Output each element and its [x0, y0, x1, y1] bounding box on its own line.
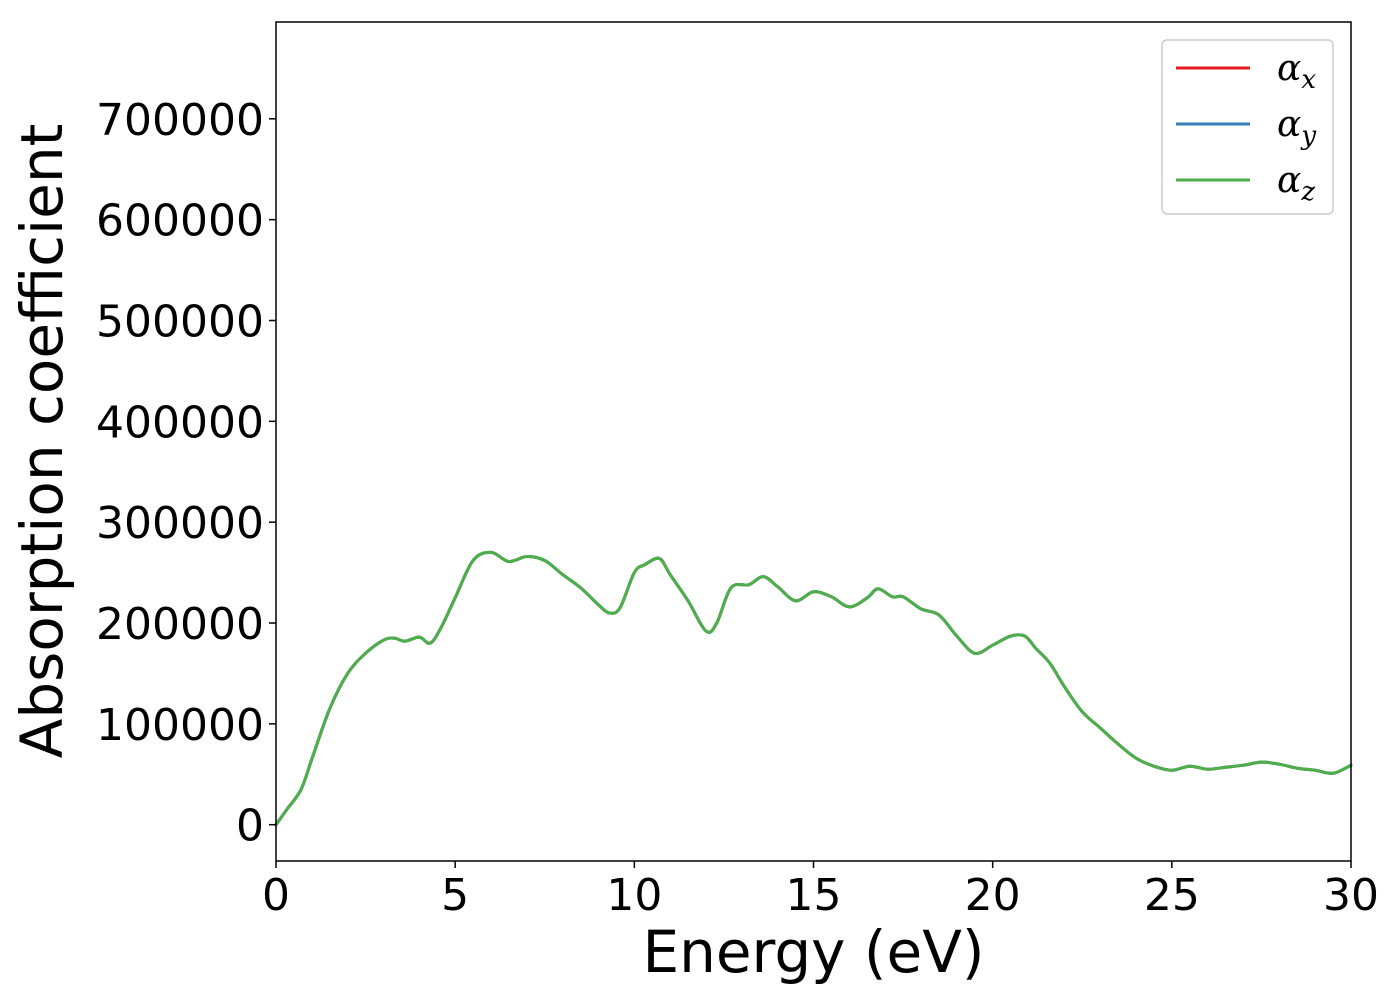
legend-label-x: αx	[1277, 48, 1316, 95]
legend-symbol: α	[1277, 48, 1301, 89]
y-tick-label: 300000	[96, 498, 264, 549]
y-tick-label: 100000	[96, 700, 264, 751]
x-tick-label: 10	[606, 870, 662, 921]
legend-label-y: αy	[1277, 104, 1316, 151]
x-tick-label: 20	[965, 870, 1021, 921]
legend-symbol: α	[1277, 160, 1301, 201]
legend-subscript: x	[1301, 65, 1316, 95]
series-line-z	[274, 550, 1353, 827]
x-axis-label: Energy (eV)	[642, 918, 984, 986]
legend-label-z: αz	[1277, 160, 1315, 207]
x-tick-label: 25	[1144, 870, 1200, 921]
x-tick-label: 15	[786, 870, 842, 921]
legend-symbol: α	[1277, 104, 1301, 145]
y-tick-label: 200000	[96, 599, 264, 650]
x-tick-label: 0	[262, 870, 290, 921]
legend-subscript: y	[1300, 121, 1316, 151]
legend-frame	[1161, 39, 1334, 215]
y-tick-label: 700000	[96, 95, 264, 146]
y-tick-label: 500000	[96, 296, 264, 347]
y-axis-ticks: 0 100000 200000 300000 400000 500000 600000 700…	[96, 95, 276, 852]
y-tick-label: 400000	[96, 397, 264, 448]
y-tick-label: 0	[236, 801, 264, 852]
series-layer	[274, 550, 1353, 827]
x-tick-label: 5	[441, 870, 469, 921]
x-axis-ticks: 0 5 10 15 20 25 30	[262, 861, 1379, 921]
y-axis-label: Absorption coefficient	[8, 124, 76, 759]
y-tick-label: 600000	[96, 196, 264, 247]
x-tick-label: 30	[1323, 870, 1379, 921]
legend-subscript: z	[1300, 177, 1315, 207]
